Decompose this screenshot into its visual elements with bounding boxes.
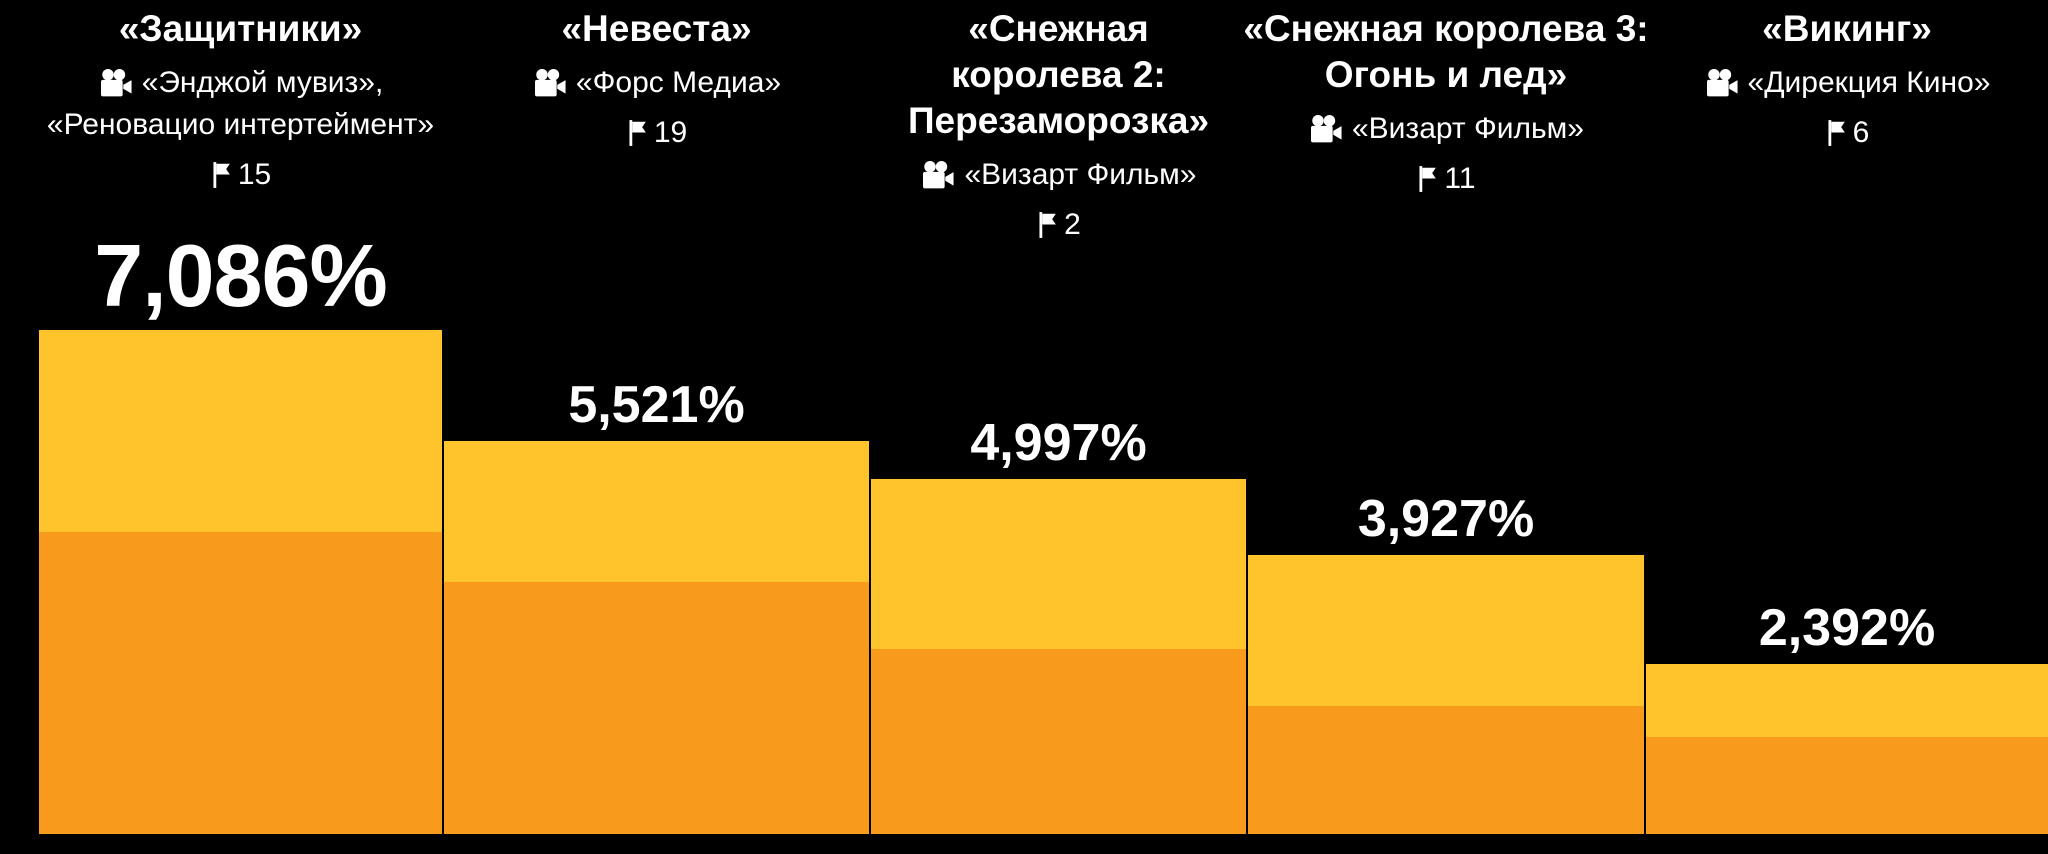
flag-row: 19 [626,116,687,150]
studio-row: «Реновацио интертеймент» [47,104,434,146]
bar-value-label: 5,521% [568,376,745,434]
movie-header: «Снежная королева 2: Перезаморозка» «Визарт… [849,6,1269,242]
studio-name: «Реновацио интертеймент» [46,108,435,141]
movie-title-line: «Снежная королева 3: [1243,8,1649,49]
studio-row: «Энджой мувиз», [98,62,384,104]
bar-top-segment [1248,555,1644,706]
movie-title-line: «Невеста» [561,8,752,49]
bar-bottom-segment [1248,706,1644,834]
movie-bar [1646,664,2048,834]
movie-bar [39,330,442,834]
movie-title: «Невеста» [561,6,751,52]
studio-name: «Энджой мувиз», [141,66,384,99]
bar-value-label: 7,086% [94,226,387,325]
bar-top-segment [39,330,442,532]
bar-value-label: 3,927% [1357,490,1535,548]
movie-title-line: королева 2: [951,54,1166,95]
flag-row: 15 [210,158,271,192]
movie-title: «Защитники» [119,6,362,52]
bar-bottom-segment [39,532,442,834]
flag-row: 6 [1825,116,1870,150]
studio-name: «Визарт Фильм» [1351,112,1584,145]
bar-top-segment [444,441,869,582]
studio-row: «Визарт Фильм» [920,154,1197,196]
bar-value-label: 4,997% [970,414,1147,472]
movie-title: «Снежная королева 3: Огонь и лед» [1243,6,1648,98]
studio-name: «Визарт Фильм» [964,158,1197,191]
flag-icon [1036,211,1058,239]
flag-icon [1825,119,1847,147]
movie-bar [1248,555,1644,834]
flag-count: 11 [1444,162,1476,195]
studio-name: «Дирекция Кино» [1747,66,1991,99]
movie-camera-icon [920,161,955,189]
flag-icon [626,119,648,147]
bar-top-segment [1646,664,2048,737]
movie-title-line: Перезаморозка» [907,100,1210,141]
flag-row: 2 [1036,208,1081,242]
bar-value-label: 2,392% [1758,599,1936,657]
studio-row: «Форс Медиа» [532,62,781,104]
movie-header: «Невеста» «Форс Медиа» 19 [447,6,867,150]
movie-bar [444,441,869,834]
movie-title-line: «Защитники» [118,8,363,49]
bar-bottom-segment [871,649,1246,834]
bar-top-segment [871,479,1246,649]
flag-icon [210,161,232,189]
movie-header: «Викинг» «Дирекция Кино» 6 [1637,6,2048,150]
movie-camera-icon [1704,69,1738,97]
movie-header: «Защитники» «Энджой мувиз», «Реновацио инт… [31,6,451,192]
movie-title: «Викинг» [1762,6,1932,52]
movie-header: «Снежная королева 3: Огонь и лед» «Визарт … [1236,6,1656,196]
flag-count: 2 [1064,208,1081,241]
bar-bottom-segment [1646,737,2048,834]
movie-title-line: «Викинг» [1762,8,1932,49]
movie-title-line: «Снежная [968,8,1149,49]
flag-count: 19 [653,116,688,149]
movie-title: «Снежная королева 2: Перезаморозка» [908,6,1209,144]
studio-row: «Визарт Фильм» [1308,108,1584,150]
movie-bar [871,479,1246,834]
movie-camera-icon [1308,115,1342,143]
movie-camera-icon [98,69,132,97]
movie-title-line: Огонь и лед» [1324,54,1568,95]
movie-camera-icon [532,69,566,97]
flag-count: 15 [237,158,272,191]
flag-row: 11 [1416,162,1476,196]
bar-bottom-segment [444,582,869,834]
studio-name: «Форс Медиа» [575,66,782,99]
flag-count: 6 [1852,116,1870,149]
flag-icon [1416,165,1438,193]
studio-row: «Дирекция Кино» [1704,62,1991,104]
